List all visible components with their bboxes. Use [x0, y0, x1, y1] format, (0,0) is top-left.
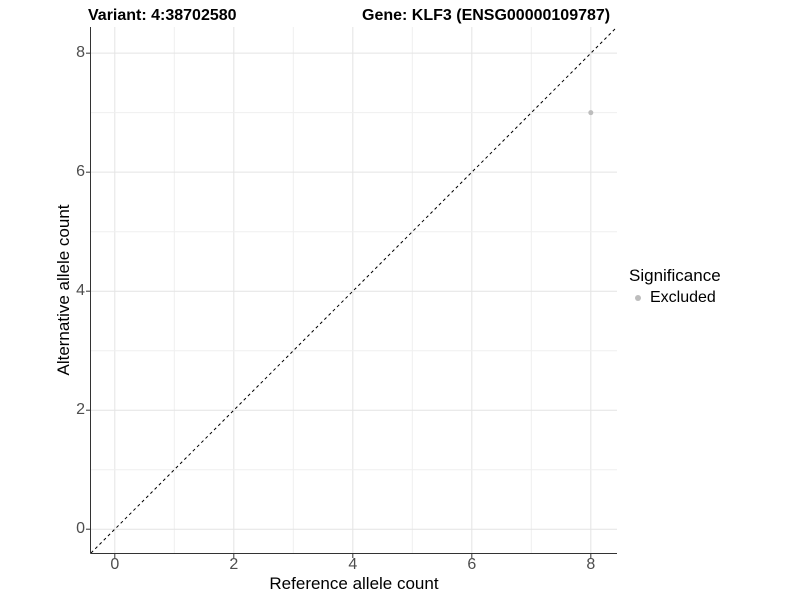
x-axis-title: Reference allele count — [269, 574, 439, 593]
x-tick-label: 6 — [467, 556, 477, 573]
y-tick-label: 8 — [76, 44, 85, 62]
plot-title-gene: Gene: KLF3 (ENSG00000109787) — [362, 7, 611, 24]
legend-point-icon — [635, 295, 641, 301]
x-tick-label: 4 — [348, 556, 358, 573]
identity-reference-line — [90, 26, 618, 554]
y-tick-label: 0 — [76, 520, 85, 538]
x-tick-label: 8 — [586, 556, 596, 573]
y-tick-label: 4 — [76, 282, 85, 300]
y-tick-label: 6 — [76, 163, 85, 181]
legend: Significance Excluded — [629, 266, 721, 307]
data-point — [588, 110, 594, 116]
legend-item: Excluded — [629, 289, 721, 307]
legend-title: Significance — [629, 266, 721, 285]
legend-item-label: Excluded — [650, 289, 716, 306]
legend-key — [629, 289, 647, 307]
x-tick-label: 0 — [110, 556, 120, 573]
plot-title-variant: Variant: 4:38702580 — [88, 7, 237, 24]
y-tick-label: 2 — [76, 401, 85, 419]
x-tick-label: 2 — [229, 556, 239, 573]
